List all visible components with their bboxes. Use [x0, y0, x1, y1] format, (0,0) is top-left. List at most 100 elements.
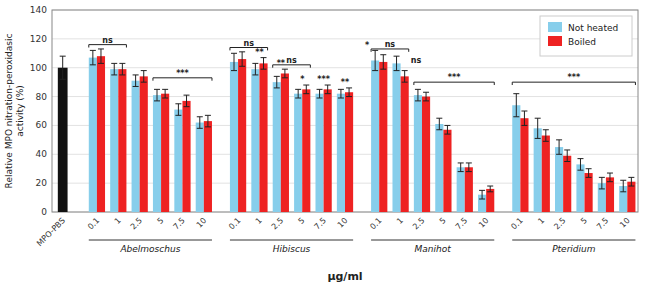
significance-label: ns [102, 36, 113, 45]
error-bar [205, 115, 211, 127]
significance-bracket [371, 49, 409, 52]
error-cap [436, 118, 442, 119]
error-cap [141, 70, 147, 71]
error-cap [466, 162, 472, 163]
error-bar [415, 89, 421, 101]
error-cap [556, 154, 562, 155]
error-cap [252, 74, 258, 75]
significance-label: ** [277, 59, 286, 68]
error-cap [119, 74, 125, 75]
error-cap [521, 111, 527, 112]
error-cap [372, 50, 378, 51]
bar [140, 76, 148, 212]
error-line [340, 89, 341, 98]
error-bar [154, 89, 160, 101]
legend: Not heatedBoiled [540, 16, 632, 56]
bar [281, 73, 289, 212]
error-bar [479, 190, 485, 199]
y-tick-label: 140 [30, 5, 47, 15]
bar [161, 94, 169, 212]
bar [563, 156, 571, 212]
error-line [417, 89, 418, 101]
error-cap [513, 93, 519, 94]
bar [414, 95, 422, 212]
bar [132, 81, 140, 212]
bar [392, 63, 400, 212]
error-cap [415, 89, 421, 90]
group-bracket [230, 240, 353, 241]
error-line [276, 76, 277, 88]
error-bar [133, 75, 139, 87]
x-tick-label: 1 [254, 216, 264, 226]
error-line [284, 69, 285, 78]
error-line [601, 177, 602, 189]
error-line [114, 63, 115, 75]
error-bar [282, 69, 288, 78]
error-cap [325, 85, 331, 86]
bar [627, 182, 635, 212]
bar [196, 123, 204, 212]
error-cap [111, 63, 117, 64]
significance-label: *** [568, 73, 581, 82]
error-line [383, 55, 384, 69]
error-bar [90, 50, 96, 64]
error-cap [521, 125, 527, 126]
error-cap [175, 103, 181, 104]
y-tick-label: 40 [36, 149, 48, 159]
legend-box [540, 16, 632, 56]
error-cap [175, 115, 181, 116]
error-line [263, 58, 264, 70]
error-cap [141, 82, 147, 83]
group-label: Hibiscus [273, 244, 311, 254]
significance-label: ns [385, 40, 396, 49]
error-bar [252, 63, 258, 75]
bar [302, 89, 310, 212]
error-line [567, 150, 568, 162]
group-bracket [89, 240, 212, 241]
error-bar [274, 76, 280, 88]
error-cap [274, 76, 280, 77]
significance-label: *** [448, 73, 461, 82]
group-bracket [512, 240, 635, 241]
bar [294, 94, 302, 212]
error-cap [607, 181, 613, 182]
error-cap [620, 180, 626, 181]
x-tick-label: 5 [156, 216, 166, 226]
error-cap [466, 171, 472, 172]
error-line [623, 180, 624, 192]
error-bar [564, 150, 570, 162]
x-tick-label: 0.1 [509, 216, 524, 231]
error-cap [543, 141, 549, 142]
error-line [306, 85, 307, 94]
bar [606, 177, 614, 212]
error-cap [402, 82, 408, 83]
error-cap [577, 158, 583, 159]
grid-line [52, 67, 638, 68]
error-bar [60, 56, 66, 79]
x-tick-label: 5 [297, 216, 307, 226]
bar [534, 128, 542, 212]
error-cap [338, 89, 344, 90]
error-cap [184, 95, 190, 96]
error-line [135, 75, 136, 87]
error-line [580, 159, 581, 171]
plot-frame [52, 10, 638, 212]
error-line [100, 49, 101, 63]
error-cap [261, 57, 267, 58]
error-cap [458, 171, 464, 172]
bar [251, 69, 259, 212]
error-line [122, 63, 123, 75]
x-tick-label: 10 [618, 216, 632, 230]
error-bar [466, 163, 472, 172]
error-cap [274, 87, 280, 88]
error-cap [372, 70, 378, 71]
error-cap [303, 93, 309, 94]
error-cap [317, 98, 323, 99]
error-cap [119, 63, 125, 64]
y-axis-label-line: activity (%) [15, 85, 25, 137]
error-line [516, 94, 517, 117]
error-cap [325, 93, 331, 94]
error-cap [317, 89, 323, 90]
error-cap [423, 92, 429, 93]
bar [379, 62, 387, 212]
